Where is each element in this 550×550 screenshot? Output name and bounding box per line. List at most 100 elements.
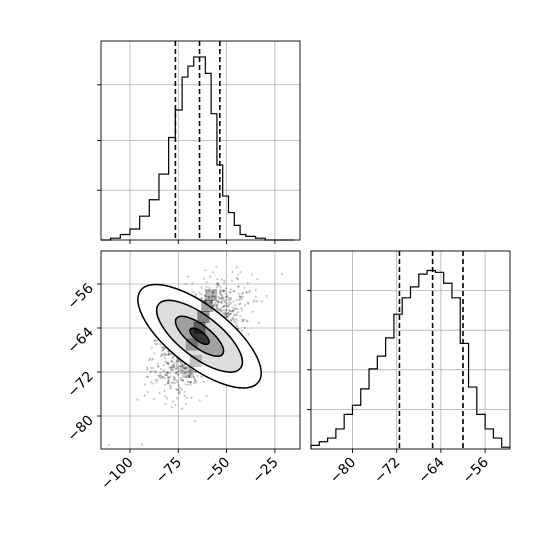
scatter-point xyxy=(146,368,149,371)
scatter-point xyxy=(173,377,177,381)
scatter-point xyxy=(169,385,172,389)
scatter-point xyxy=(212,290,215,293)
scatter-point xyxy=(169,387,172,390)
scatter-point xyxy=(247,333,250,336)
scatter-point xyxy=(150,358,153,362)
scatter-point xyxy=(223,300,226,303)
axes-frame-hist-x xyxy=(100,40,301,241)
scatter-point xyxy=(147,359,150,362)
scatter-point xyxy=(232,300,235,303)
scatter-point xyxy=(229,288,233,291)
scatter-point xyxy=(170,368,173,372)
scatter-point xyxy=(173,364,176,367)
scatter-point xyxy=(176,366,179,369)
scatter-point xyxy=(143,394,146,397)
x-tick-label: −75 xyxy=(153,455,185,487)
scatter-point xyxy=(152,397,155,400)
scatter-point xyxy=(184,376,188,379)
scatter-point xyxy=(140,443,144,446)
scatter-point xyxy=(229,319,233,322)
scatter-point xyxy=(217,295,220,299)
scatter-point xyxy=(251,310,254,313)
scatter-point xyxy=(227,296,230,300)
scatter-point xyxy=(245,319,249,322)
scatter-point xyxy=(235,313,239,316)
scatter-point xyxy=(174,371,177,375)
scatter-point xyxy=(187,380,191,383)
scatter-point xyxy=(236,278,239,281)
scatter-point xyxy=(161,375,164,379)
x-tick-label: −72 xyxy=(371,455,403,487)
scatter-point xyxy=(164,371,167,374)
scatter-point xyxy=(200,375,203,378)
scatter-point xyxy=(224,287,227,290)
scatter-point xyxy=(149,366,153,369)
scatter-point xyxy=(211,291,214,294)
scatter-point xyxy=(169,375,172,378)
scatter-point xyxy=(213,295,216,298)
scatter-point xyxy=(226,294,229,298)
scatter-point xyxy=(220,309,223,313)
scatter-point xyxy=(224,312,228,316)
scatter-point xyxy=(175,359,178,363)
scatter-point xyxy=(221,311,225,315)
scatter-point xyxy=(177,380,180,384)
scatter-point xyxy=(179,361,182,364)
scatter-point xyxy=(230,279,234,282)
scatter-point xyxy=(229,302,232,305)
scatter-point xyxy=(180,364,183,368)
scatter-point xyxy=(223,289,226,292)
scatter-point xyxy=(222,288,225,292)
scatter-point xyxy=(214,301,217,304)
scatter-point xyxy=(232,309,235,312)
scatter-point xyxy=(176,360,180,363)
scatter-point xyxy=(193,420,196,423)
scatter-point xyxy=(194,381,197,384)
scatter-point xyxy=(175,397,179,400)
scatter-point xyxy=(146,391,149,394)
scatter-point xyxy=(189,381,193,384)
histogram-y xyxy=(310,269,510,449)
scatter-point xyxy=(207,298,210,301)
scatter-point xyxy=(170,360,173,363)
scatter-point xyxy=(158,376,161,379)
scatter-point xyxy=(231,316,235,319)
scatter-point xyxy=(181,369,184,372)
scatter-point xyxy=(182,363,185,366)
scatter-point xyxy=(146,366,149,369)
scatter-point xyxy=(187,375,190,378)
scatter-point xyxy=(231,270,234,274)
scatter-point xyxy=(240,296,243,299)
scatter-point xyxy=(167,381,170,384)
scatter-point xyxy=(227,303,230,306)
scatter-point xyxy=(167,379,170,383)
scatter-point xyxy=(193,379,197,382)
scatter-point xyxy=(164,402,167,406)
scatter-point xyxy=(219,292,222,295)
scatter-point xyxy=(193,377,196,380)
scatter-point xyxy=(222,296,225,299)
scatter-point xyxy=(239,271,242,274)
scatter-point xyxy=(243,326,246,330)
scatter-point xyxy=(204,294,207,298)
scatter-point xyxy=(157,365,160,368)
scatter-point xyxy=(210,295,214,298)
scatter-point xyxy=(237,285,240,288)
scatter-point xyxy=(222,305,225,309)
scatter-point xyxy=(222,299,226,302)
scatter-point xyxy=(215,282,219,286)
density-cell xyxy=(185,338,198,351)
scatter-point xyxy=(166,381,169,385)
scatter-point xyxy=(184,366,187,369)
scatter-point xyxy=(143,383,147,386)
scatter-point xyxy=(164,374,167,377)
scatter-point xyxy=(160,349,164,352)
scatter-point xyxy=(228,290,231,294)
scatter-point xyxy=(198,291,201,294)
scatter-point xyxy=(228,312,231,316)
scatter-point xyxy=(183,390,186,393)
scatter-point xyxy=(152,357,155,361)
scatter-point xyxy=(230,319,233,322)
scatter-point xyxy=(235,298,238,302)
scatter-point xyxy=(205,290,208,293)
